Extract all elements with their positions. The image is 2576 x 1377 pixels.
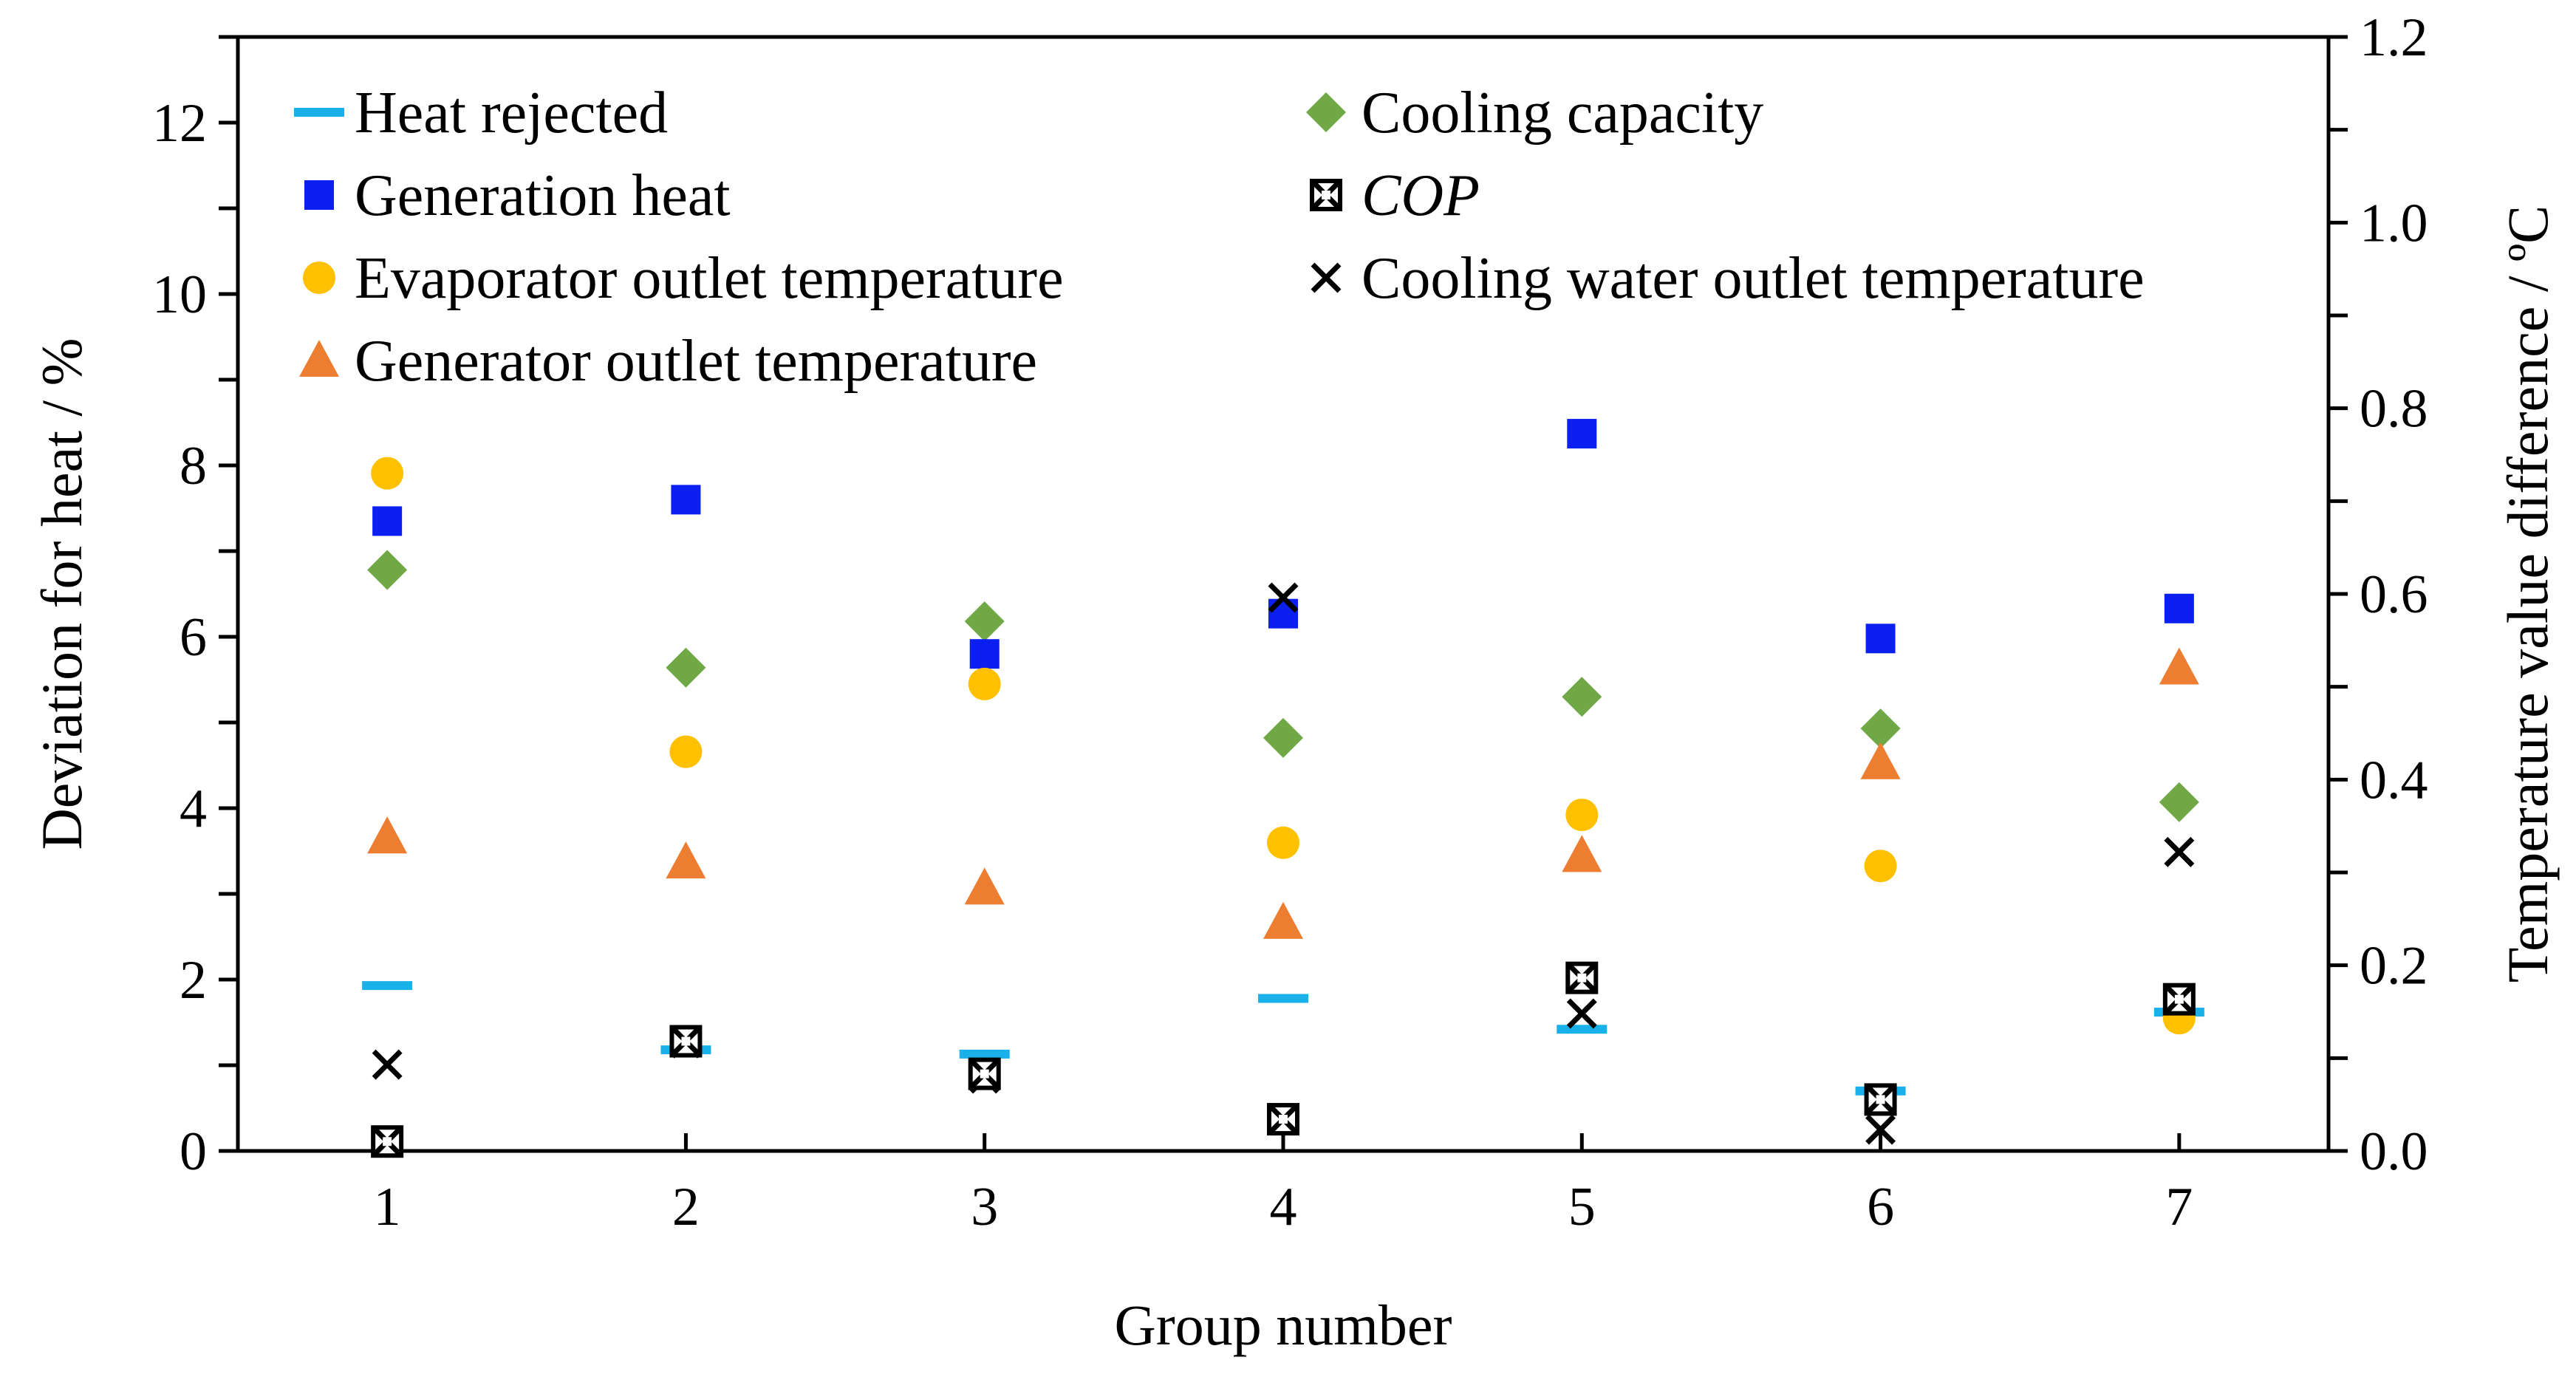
x-tick-label: 6 — [1867, 1177, 1894, 1237]
x-tick-label: 1 — [374, 1177, 401, 1237]
y-left-tick-label: 10 — [152, 264, 207, 325]
data-point — [372, 1049, 403, 1080]
data-point — [2159, 782, 2199, 822]
y-left-tick-label: 8 — [180, 436, 207, 496]
data-point — [1267, 1103, 1299, 1136]
legend-label: COP — [1362, 163, 1480, 228]
y-right-tick-label: 1.0 — [2360, 193, 2428, 253]
x-axis-title: Group number — [1114, 1293, 1452, 1357]
y-right-tick-label: 1.2 — [2360, 7, 2428, 68]
x-tick-label: 3 — [971, 1177, 998, 1237]
data-point — [968, 667, 1001, 700]
data-point — [367, 550, 408, 590]
series-boxcross — [371, 961, 2196, 1158]
data-point — [1258, 994, 1308, 1003]
y-right-tick-label: 0.8 — [2360, 379, 2428, 440]
legend-entry: Generator outlet temperature — [299, 329, 1037, 394]
x-tick-label: 7 — [2165, 1177, 2193, 1237]
y-axis-right-title: Temperature value difference / ºC — [2495, 205, 2560, 983]
y-right-tick-label: 0.4 — [2360, 750, 2428, 810]
data-point — [964, 867, 1005, 905]
legend-label: Evaporator outlet temperature — [355, 246, 1064, 311]
series-triangle — [367, 647, 2199, 939]
data-point — [968, 1057, 1001, 1090]
data-point — [371, 457, 404, 490]
data-point — [2162, 983, 2196, 1016]
y-left-tick-label: 4 — [180, 779, 207, 839]
series-square — [372, 419, 2194, 669]
series-dash — [362, 981, 2204, 1096]
marks-layer — [362, 419, 2204, 1158]
data-point — [1567, 419, 1597, 449]
legend-label: Cooling water outlet temperature — [1362, 246, 2145, 311]
y-right-tick-label: 0.2 — [2360, 936, 2428, 997]
data-point — [1864, 850, 1897, 883]
data-point — [1860, 708, 1901, 749]
data-point — [959, 1049, 1010, 1059]
data-point — [2164, 593, 2194, 623]
legend: Heat rejected Cooling capacity Generation … — [294, 81, 2145, 394]
y-left-tick-label: 12 — [152, 93, 207, 154]
series-x — [372, 582, 2195, 1145]
legend-entry: Generation heat — [304, 163, 731, 228]
data-point — [666, 647, 706, 688]
data-point — [1865, 1114, 1896, 1145]
data-point — [666, 841, 706, 879]
data-point — [1565, 961, 1599, 994]
y-left-tick-label: 2 — [180, 950, 207, 1011]
legend-marker — [294, 108, 344, 117]
series-diamond — [367, 550, 2199, 822]
legend-entry: Cooling water outlet temperature — [1311, 246, 2145, 311]
data-point — [372, 506, 403, 536]
data-point — [964, 601, 1005, 642]
y-right-tick-label: 0.0 — [2360, 1121, 2428, 1182]
data-point — [1860, 742, 1901, 779]
data-point — [1263, 901, 1303, 939]
legend-label: Generation heat — [355, 163, 731, 228]
x-tick-label: 5 — [1568, 1177, 1596, 1237]
x-tick-label: 2 — [672, 1177, 700, 1237]
y-axis-left-title: Deviation for heat / % — [30, 338, 94, 850]
legend-marker — [1311, 262, 1342, 293]
legend-marker — [304, 180, 334, 210]
legend-label: Generator outlet temperature — [355, 329, 1037, 394]
data-point — [671, 485, 701, 515]
data-point — [367, 816, 408, 854]
legend-entry: Heat rejected — [294, 81, 668, 146]
legend-entry: COP — [1310, 163, 1480, 228]
data-point — [1268, 582, 1299, 613]
data-point — [969, 639, 1000, 669]
data-point — [669, 1025, 703, 1058]
data-point — [2159, 647, 2199, 685]
legend-marker — [303, 262, 335, 294]
data-point — [1562, 677, 1602, 717]
data-point — [1865, 623, 1896, 654]
data-point — [1566, 998, 1597, 1029]
legend-label: Heat rejected — [355, 81, 668, 146]
data-point — [1268, 598, 1298, 629]
legend-entry: Evaporator outlet temperature — [303, 246, 1064, 311]
data-point — [371, 1125, 404, 1158]
legend-marker — [299, 340, 339, 377]
data-point — [669, 735, 703, 768]
legend-marker — [1310, 179, 1342, 211]
x-tick-label: 4 — [1270, 1177, 1297, 1237]
data-point — [1562, 835, 1602, 872]
y-left-tick-label: 6 — [180, 607, 207, 668]
data-point — [1267, 826, 1299, 859]
data-point — [362, 981, 413, 991]
data-point — [1263, 717, 1303, 758]
data-point — [1557, 1025, 1608, 1034]
data-point — [1565, 799, 1599, 832]
legend-marker — [1306, 92, 1346, 132]
y-right-tick-label: 0.6 — [2360, 564, 2428, 625]
legend-entry: Cooling capacity — [1306, 81, 1763, 146]
data-point — [1864, 1083, 1897, 1116]
data-point — [2164, 836, 2195, 867]
legend-label: Cooling capacity — [1362, 81, 1763, 146]
y-left-tick-label: 0 — [180, 1121, 207, 1182]
